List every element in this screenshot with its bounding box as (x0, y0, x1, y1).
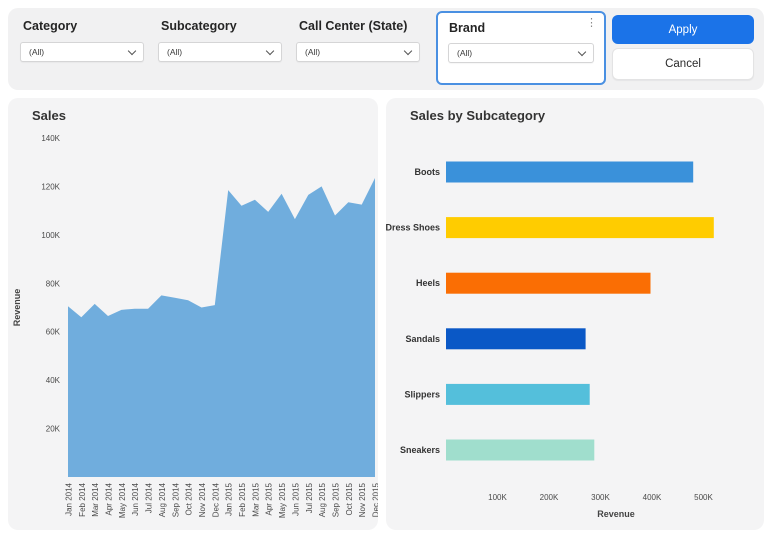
bar-sandals[interactable] (446, 328, 586, 350)
call-center-filter-label: Call Center (State) (299, 19, 408, 33)
y-tick-label: 80K (46, 279, 61, 288)
y-tick-label: 120K (41, 182, 60, 191)
x-tick-label: Dec 2015 (372, 482, 379, 517)
x-tick-label: Jan 2015 (225, 482, 234, 515)
bar-dress-shoes[interactable] (446, 217, 714, 239)
subcategory-filter-label: Subcategory (161, 19, 237, 33)
brand-filter-select[interactable]: (All) (448, 43, 594, 63)
category-filter-select[interactable]: (All) (20, 42, 144, 62)
x-tick-label: 300K (591, 493, 610, 502)
x-tick-label: Mar 2015 (251, 482, 260, 516)
call-center-filter-select[interactable]: (All) (296, 42, 420, 62)
x-tick-label: Nov 2014 (198, 482, 207, 517)
bar-sneakers[interactable] (446, 439, 595, 461)
y-tick-label: 40K (46, 376, 61, 385)
x-tick-label: Apr 2014 (105, 482, 114, 515)
x-tick-label: Jun 2015 (291, 482, 300, 515)
filter-group-brand-selected: ⋮ Brand (All) (436, 11, 606, 85)
x-tick-label: Mar 2014 (91, 482, 100, 516)
sales-chart-title: Sales (32, 108, 66, 123)
x-tick-label: Jan 2014 (65, 482, 74, 515)
y-tick-label: 20K (46, 425, 61, 434)
call-center-filter-value: (All) (305, 47, 321, 57)
x-tick-label: 100K (488, 493, 507, 502)
x-tick-label: Aug 2014 (158, 482, 167, 517)
bar-label: Sandals (405, 334, 440, 344)
bar-label: Heels (416, 278, 440, 288)
apply-button[interactable]: Apply (612, 15, 754, 44)
chevron-down-icon (577, 47, 587, 56)
sales-area-chart: 20K 40K 60K 80K 100K 120K 140K Revenue Jan 2014 F… (12, 134, 379, 518)
x-tick-label: 200K (540, 493, 559, 502)
kebab-menu-icon[interactable]: ⋮ (586, 17, 597, 29)
x-tick-label: Nov 2015 (358, 482, 367, 517)
x-tick-label: May 2014 (118, 482, 127, 518)
filter-group-call-center: Call Center (State) (All) (296, 8, 420, 62)
x-tick-label: 500K (694, 493, 713, 502)
y-tick-label: 100K (41, 231, 60, 240)
chevron-down-icon (265, 46, 275, 55)
bar-label: Sneakers (400, 445, 440, 455)
sales-area-chart-card: Sales 20K 40K 60K 80K 100K 120K 140K Revenue Jan… (8, 98, 378, 530)
bar-label: Slippers (404, 389, 440, 399)
filter-group-subcategory: Subcategory (All) (158, 8, 282, 62)
bar-boots[interactable] (446, 161, 694, 183)
x-tick-label: Jun 2014 (131, 482, 140, 515)
category-filter-value: (All) (29, 47, 45, 57)
x-tick-label: May 2015 (278, 482, 287, 518)
x-tick-label: Oct 2014 (185, 482, 194, 515)
sales-by-subcategory-card: Sales by Subcategory Boots Dress Shoes Hee… (386, 98, 764, 530)
cancel-button[interactable]: Cancel (612, 48, 754, 80)
y-axis-label: Revenue (12, 289, 22, 327)
x-tick-label: Sep 2014 (171, 482, 180, 517)
chevron-down-icon (403, 46, 413, 55)
x-tick-label: Feb 2014 (78, 482, 87, 516)
sales-by-subcategory-title: Sales by Subcategory (410, 108, 546, 123)
subcategory-filter-value: (All) (167, 47, 183, 57)
revenue-area-series[interactable] (68, 178, 375, 477)
filter-bar: Category (All) Subcategory (All) Call Ce… (8, 8, 764, 90)
x-tick-label: 400K (643, 493, 662, 502)
brand-filter-value: (All) (457, 48, 473, 58)
brand-filter-label: Brand (449, 21, 486, 35)
subcategory-filter-select[interactable]: (All) (158, 42, 282, 62)
x-tick-label: Feb 2015 (238, 482, 247, 516)
category-filter-label: Category (23, 19, 78, 33)
y-tick-label: 140K (41, 134, 60, 143)
x-tick-label: Dec 2014 (211, 482, 220, 517)
bar-label: Boots (415, 167, 441, 177)
bar-heels[interactable] (446, 272, 651, 294)
x-axis-label: Revenue (597, 509, 635, 519)
bar-slippers[interactable] (446, 383, 590, 405)
x-tick-label: Jul 2015 (305, 482, 314, 513)
x-tick-label: Jul 2014 (145, 482, 154, 513)
x-tick-label: Oct 2015 (345, 482, 354, 515)
filter-group-category: Category (All) (20, 8, 144, 62)
y-tick-label: 60K (46, 328, 61, 337)
x-tick-label: Apr 2015 (265, 482, 274, 515)
chevron-down-icon (127, 46, 137, 55)
bar-label: Dress Shoes (386, 223, 440, 233)
sales-by-subcategory-chart: Boots Dress Shoes Heels Sandals Slippers Snea… (386, 161, 714, 519)
x-tick-label: Sep 2015 (331, 482, 340, 517)
x-tick-label: Aug 2015 (318, 482, 327, 517)
